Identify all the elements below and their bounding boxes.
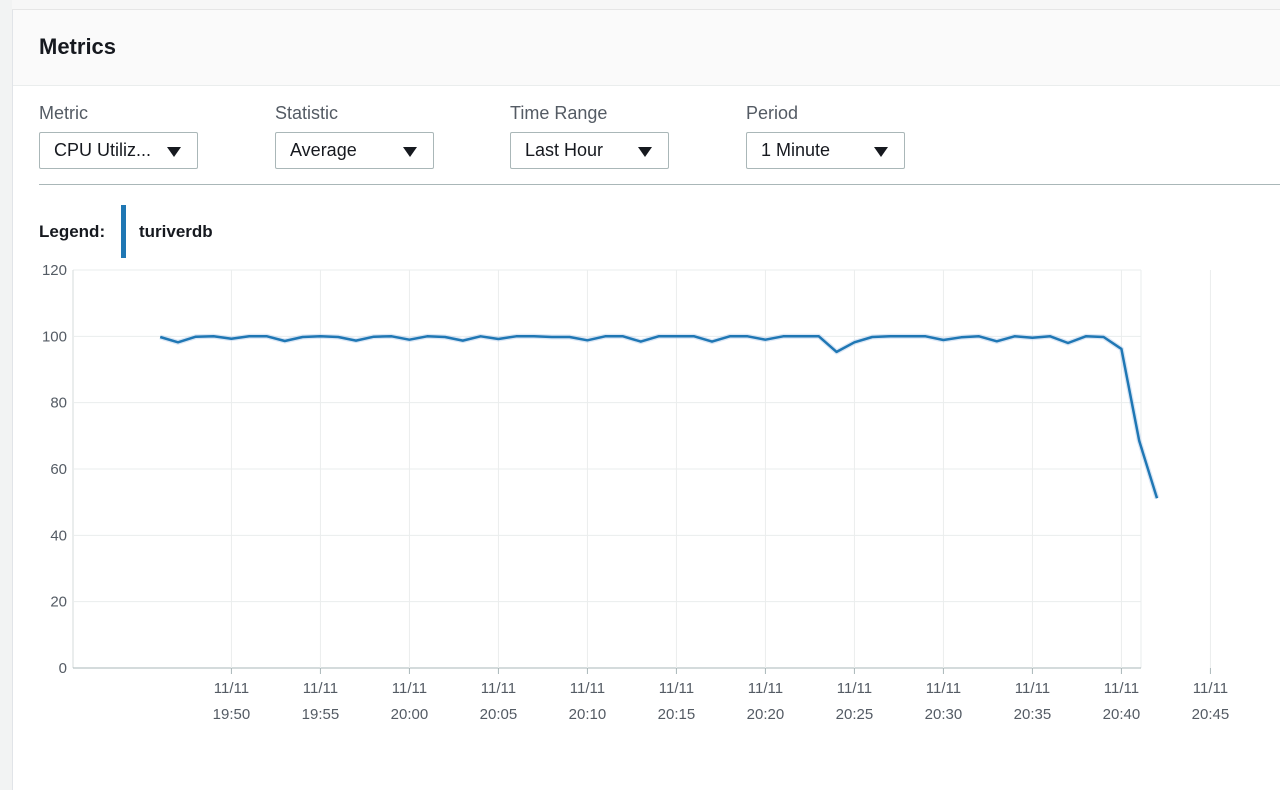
x-tick-time-label: 20:10 bbox=[569, 706, 607, 723]
y-tick-label: 60 bbox=[50, 461, 67, 478]
x-tick-date-label: 11/11 bbox=[392, 680, 427, 697]
x-tick-time-label: 19:55 bbox=[302, 706, 340, 723]
caret-down-icon bbox=[167, 147, 181, 157]
period-control: Period 1 Minute bbox=[746, 102, 905, 169]
x-tick-date-label: 11/11 bbox=[926, 680, 961, 697]
divider bbox=[39, 184, 1280, 185]
caret-down-icon bbox=[874, 147, 888, 157]
x-tick-date-label: 11/11 bbox=[837, 680, 872, 697]
metric-control: Metric CPU Utiliz... bbox=[39, 102, 198, 169]
x-tick-time-label: 20:05 bbox=[480, 706, 518, 723]
x-tick-time-label: 20:25 bbox=[836, 706, 874, 723]
y-tick-label: 0 bbox=[59, 660, 67, 677]
x-tick-date-label: 11/11 bbox=[659, 680, 694, 697]
period-select[interactable]: 1 Minute bbox=[746, 132, 905, 169]
metrics-panel: Metrics Metric CPU Utiliz... Statistic A… bbox=[12, 10, 1280, 790]
x-tick-time-label: 20:20 bbox=[747, 706, 785, 723]
x-tick-date-label: 11/11 bbox=[570, 680, 605, 697]
x-tick-time-label: 20:40 bbox=[1103, 706, 1141, 723]
time-range-select[interactable]: Last Hour bbox=[510, 132, 669, 169]
background-top-strip bbox=[12, 0, 1280, 10]
x-tick-date-label: 11/11 bbox=[481, 680, 516, 697]
y-tick-label: 40 bbox=[50, 527, 67, 544]
x-tick-time-label: 20:35 bbox=[1014, 706, 1052, 723]
y-tick-label: 20 bbox=[50, 594, 67, 611]
statistic-label: Statistic bbox=[275, 103, 339, 123]
y-tick-label: 120 bbox=[42, 262, 67, 279]
x-tick-date-label: 11/11 bbox=[1193, 680, 1228, 697]
y-tick-label: 100 bbox=[42, 328, 67, 345]
legend-label: Legend: bbox=[39, 222, 106, 241]
time-range-control: Time Range Last Hour bbox=[510, 102, 669, 169]
caret-down-icon bbox=[638, 147, 652, 157]
x-tick-time-label: 20:00 bbox=[391, 706, 429, 723]
x-tick-time-label: 20:15 bbox=[658, 706, 696, 723]
x-tick-date-label: 11/11 bbox=[1015, 680, 1050, 697]
panel-header: Metrics bbox=[13, 10, 1280, 86]
x-tick-date-label: 11/11 bbox=[303, 680, 338, 697]
period-select-value: 1 Minute bbox=[761, 140, 831, 160]
background-sidebar bbox=[0, 0, 12, 790]
x-tick-date-label: 11/11 bbox=[748, 680, 783, 697]
series-line-turiverdb bbox=[159, 335, 1159, 499]
y-tick-label: 80 bbox=[50, 395, 67, 412]
metric-label: Metric bbox=[39, 103, 88, 123]
panel-title: Metrics bbox=[39, 34, 117, 59]
x-tick-date-label: 11/11 bbox=[214, 680, 249, 697]
period-label: Period bbox=[746, 103, 799, 123]
legend-swatch bbox=[121, 205, 126, 258]
metric-select-value: CPU Utiliz... bbox=[54, 140, 152, 160]
legend-series-name[interactable]: turiverdb bbox=[139, 222, 213, 241]
statistic-select[interactable]: Average bbox=[275, 132, 434, 169]
time-range-label: Time Range bbox=[510, 103, 608, 123]
time-range-select-value: Last Hour bbox=[525, 140, 604, 160]
statistic-control: Statistic Average bbox=[275, 102, 434, 169]
caret-down-icon bbox=[403, 147, 417, 157]
x-tick-time-label: 19:50 bbox=[213, 706, 251, 723]
statistic-select-value: Average bbox=[290, 140, 357, 160]
x-tick-date-label: 11/11 bbox=[1104, 680, 1139, 697]
series-line-halo bbox=[159, 333, 1160, 499]
x-tick-time-label: 20:45 bbox=[1192, 706, 1230, 723]
metric-select[interactable]: CPU Utiliz... bbox=[39, 132, 198, 169]
x-tick-time-label: 20:30 bbox=[925, 706, 963, 723]
